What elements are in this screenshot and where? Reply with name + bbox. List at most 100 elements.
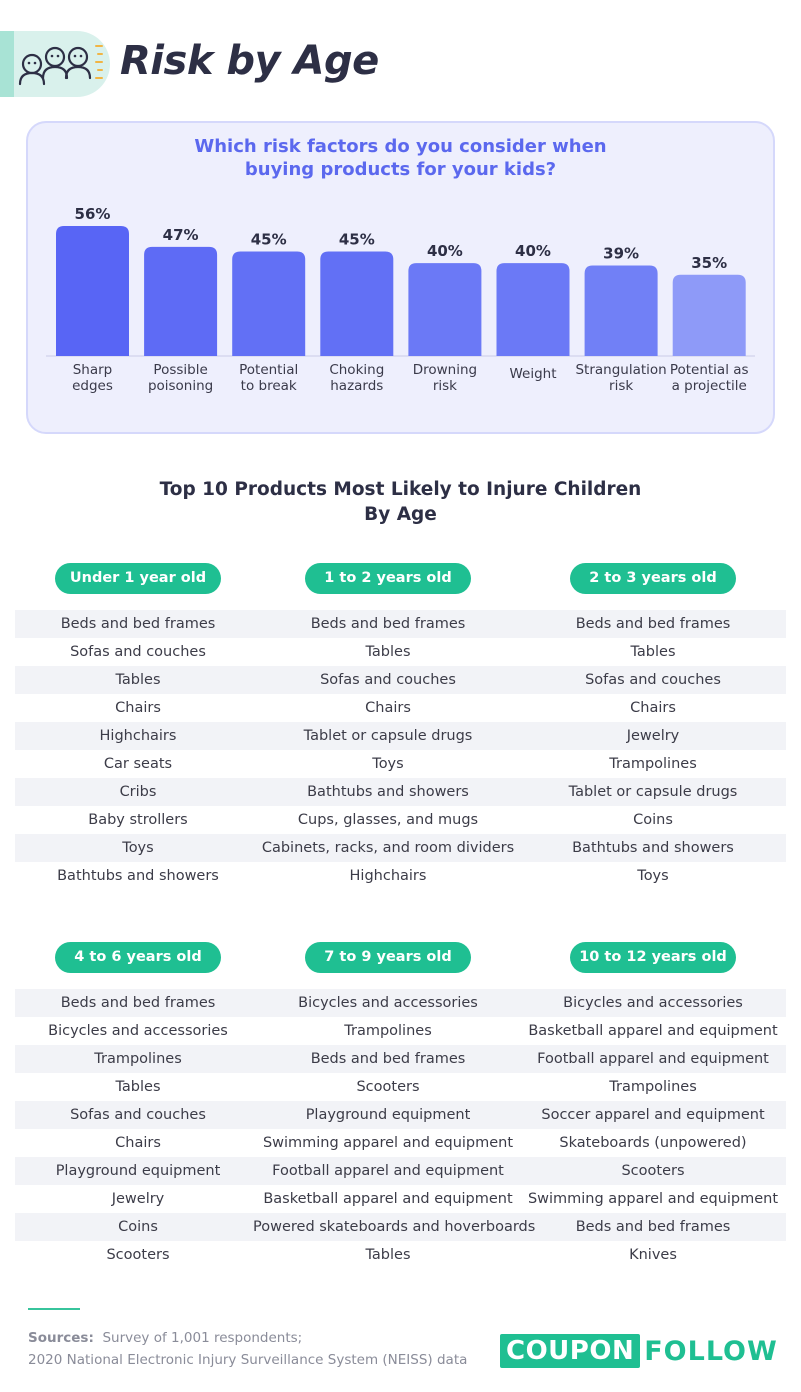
bar	[320, 251, 394, 356]
category-label: Strangulation	[575, 362, 666, 378]
list-item: Chairs	[365, 700, 411, 716]
row-stripe	[15, 1157, 786, 1185]
bar	[56, 226, 129, 356]
list-item: Tables	[630, 644, 676, 660]
row-stripe	[15, 610, 786, 638]
list-item: Cabinets, racks, and room dividers	[261, 840, 515, 856]
list-item: Scooters	[356, 1079, 420, 1095]
list-item: Sofas and couches	[585, 672, 721, 688]
row-stripe	[15, 722, 786, 750]
list-item: Beds and bed frames	[575, 616, 731, 632]
age-group-badge: 4 to 6 years old	[55, 942, 221, 973]
list-item: Tables	[365, 644, 411, 660]
list-item: Football apparel and equipment	[537, 1051, 769, 1067]
product-list: Beds and bed frames Tables Sofas and couch…	[253, 610, 523, 890]
row-stripe	[15, 834, 786, 862]
list-item: Football apparel and equipment	[272, 1163, 504, 1179]
list-item: Basketball apparel and equipment	[263, 1191, 513, 1207]
row-stripe	[15, 1101, 786, 1129]
product-list: Beds and bed frames Bicycles and accessor…	[3, 989, 273, 1269]
category-label: risk	[609, 378, 633, 394]
list-item: Bathtubs and showers	[57, 868, 219, 884]
list-item: Toys	[372, 756, 404, 772]
list-item: Highchairs	[99, 728, 177, 744]
list-item: Knives	[629, 1247, 677, 1263]
list-item: Powered skateboards and hoverboards	[253, 1219, 536, 1235]
bar-value-label: 40%	[515, 242, 551, 260]
list-item: Jewelry	[111, 1191, 165, 1207]
chart-title-line: Which risk factors do you consider when	[194, 136, 607, 157]
category-label: hazards	[330, 378, 383, 394]
chart-title: Which risk factors do you consider when …	[0, 135, 801, 181]
sources: Sources: Survey of 1,001 respondents; 20…	[28, 1327, 467, 1371]
age-group-badge: 10 to 12 years old	[570, 942, 736, 973]
bar-value-label: 56%	[75, 205, 111, 223]
category-label: a projectile	[672, 378, 747, 394]
list-item: Toys	[122, 840, 154, 856]
list-item: Tables	[115, 672, 161, 688]
list-item: Bicycles and accessories	[563, 995, 743, 1011]
bar-value-label: 45%	[251, 231, 287, 249]
bar-value-label: 39%	[603, 244, 639, 262]
chart-title-line: buying products for your kids?	[244, 159, 557, 180]
category-label: edges	[72, 378, 113, 394]
list-item: Tablet or capsule drugs	[568, 784, 738, 800]
category-label: to break	[241, 378, 297, 394]
list-item: Sofas and couches	[320, 672, 456, 688]
list-item: Bathtubs and showers	[307, 784, 469, 800]
bar	[496, 263, 570, 356]
product-list: Bicycles and accessories Trampolines Beds …	[253, 989, 536, 1269]
list-item: Swimming apparel and equipment	[527, 1191, 779, 1207]
list-item: Coins	[118, 1219, 158, 1235]
list-item: Playground equipment	[305, 1107, 471, 1123]
list-item: Beds and bed frames	[310, 616, 466, 632]
list-item: Chairs	[115, 700, 161, 716]
logo-text: FOLLOW	[644, 1335, 778, 1367]
page-title: Risk by Age	[120, 38, 379, 84]
list-item: Jewelry	[626, 728, 680, 744]
list-item: Toys	[637, 868, 669, 884]
bar	[672, 274, 746, 356]
list-item: Cribs	[119, 784, 157, 800]
category-label: Drowning	[413, 362, 477, 378]
list-item: Coins	[633, 812, 673, 828]
bar-value-label: 47%	[163, 226, 199, 244]
category-label: poisoning	[148, 378, 213, 394]
list-item: Bicycles and accessories	[298, 995, 478, 1011]
category-label: Sharp	[73, 362, 113, 378]
row-stripe	[15, 989, 786, 1017]
age-group-badge: Under 1 year old	[55, 563, 221, 594]
row-stripe	[15, 666, 786, 694]
list-item: Bicycles and accessories	[48, 1023, 228, 1039]
list-item: Trampolines	[609, 1079, 697, 1095]
sources-line-2: 2020 National Electronic Injury Surveill…	[28, 1352, 468, 1368]
category-label: risk	[433, 378, 457, 394]
list-item: Beds and bed frames	[60, 616, 216, 632]
list-item: Beds and bed frames	[60, 995, 216, 1011]
list-item: Sofas and couches	[70, 644, 206, 660]
category-label: Weight	[509, 366, 556, 382]
bar	[584, 265, 658, 356]
sources-label: Sources:	[28, 1330, 94, 1346]
row-stripe	[15, 778, 786, 806]
category-label: Potential as	[670, 362, 749, 378]
logo-box-text: COUPON	[500, 1334, 641, 1368]
bar-value-label: 35%	[691, 254, 727, 272]
bar	[144, 246, 218, 356]
list-item: Car seats	[103, 756, 173, 772]
category-label: Possible	[153, 362, 207, 378]
category-label: Choking	[329, 362, 384, 378]
list-item: Skateboards (unpowered)	[559, 1135, 747, 1151]
bar	[232, 251, 306, 356]
bar	[408, 263, 482, 356]
list-item: Tables	[115, 1079, 161, 1095]
list-item: Playground equipment	[55, 1163, 221, 1179]
list-item: Sofas and couches	[70, 1107, 206, 1123]
list-item: Cups, glasses, and mugs	[297, 812, 479, 828]
footer-divider	[28, 1308, 80, 1310]
list-item: Basketball apparel and equipment	[528, 1023, 778, 1039]
bar-value-label: 40%	[427, 242, 463, 260]
list-item: Chairs	[630, 700, 676, 716]
list-item: Soccer apparel and equipment	[541, 1107, 765, 1123]
